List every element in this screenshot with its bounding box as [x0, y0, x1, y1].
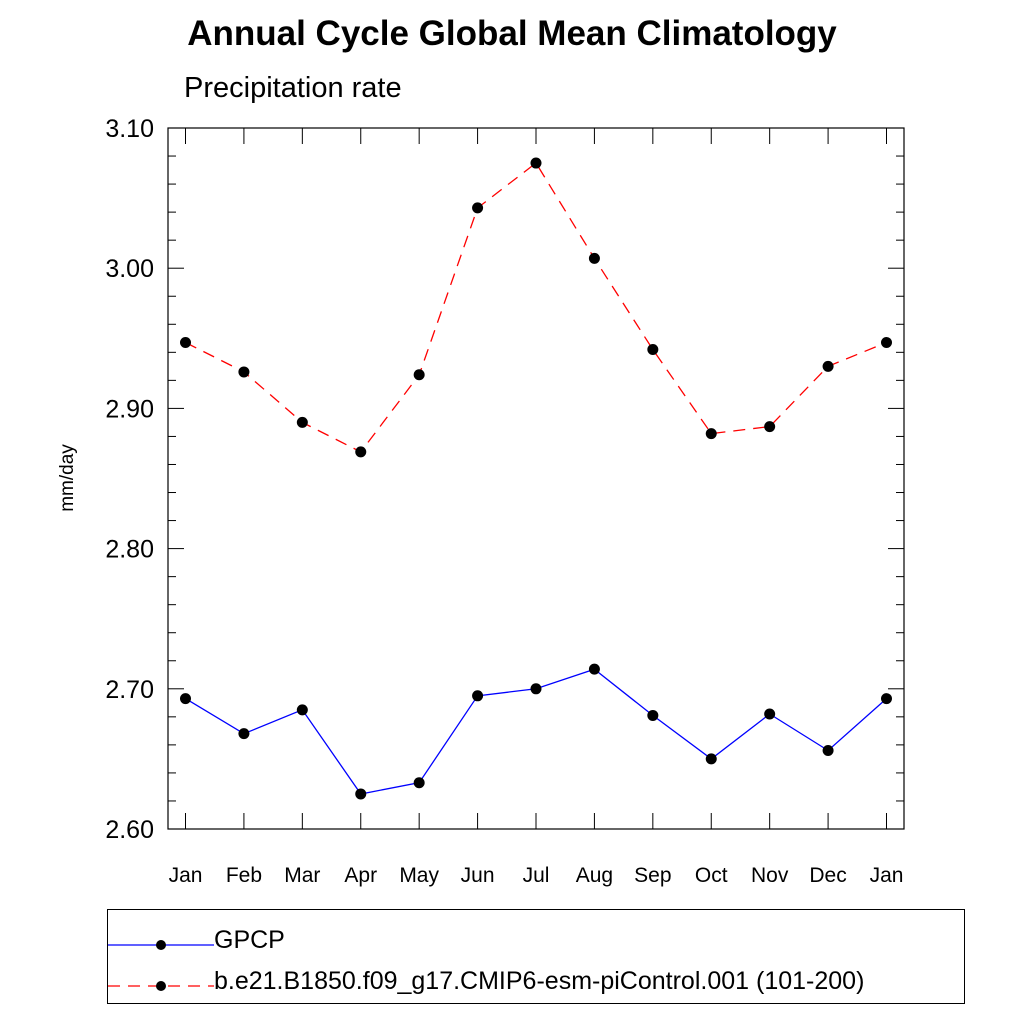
x-tick-label: Jan [870, 864, 904, 887]
data-point-model [647, 344, 659, 356]
y-tick-label: 2.80 [105, 536, 154, 564]
x-tick-label: Jul [523, 864, 550, 887]
y-tick-label: 2.60 [105, 816, 154, 844]
data-point-model [705, 428, 717, 440]
x-tick-label: Feb [226, 864, 262, 887]
data-point-model [472, 202, 484, 214]
x-tick-label: Jun [461, 864, 495, 887]
data-point-model [413, 369, 425, 381]
x-tick-label: Oct [695, 864, 728, 887]
data-point-model [881, 337, 892, 349]
x-tick-label: Dec [809, 864, 846, 887]
y-tick-label: 2.90 [105, 395, 154, 423]
data-point-gpcp [705, 753, 717, 765]
legend-label-gpcp: GPCP [214, 926, 285, 954]
data-point-model [355, 446, 367, 458]
legend-label-model: b.e21.B1850.f09_g17.CMIP6-esm-piControl.… [214, 967, 865, 995]
data-point-gpcp [180, 693, 191, 705]
data-point-model [822, 360, 834, 372]
x-tick-label: Mar [284, 864, 320, 887]
data-point-gpcp [472, 690, 484, 702]
x-tick-label: Sep [634, 864, 671, 887]
x-tick-label: Nov [751, 864, 789, 887]
x-tick-label: May [399, 864, 439, 887]
data-point-gpcp [822, 744, 834, 756]
data-point-gpcp [764, 708, 776, 720]
chart-title: Annual Cycle Global Mean Climatology [187, 14, 837, 53]
y-tick-label: 3.00 [105, 255, 154, 283]
data-point-gpcp [355, 788, 367, 800]
data-point-model [530, 157, 542, 169]
data-point-gpcp [881, 693, 892, 705]
data-point-model [296, 416, 308, 428]
y-tick-label: 2.70 [105, 676, 154, 704]
data-point-model [238, 366, 250, 378]
data-point-model [180, 337, 191, 349]
y-tick-label: 3.10 [105, 115, 154, 143]
data-point-model [764, 421, 776, 433]
x-tick-label: Apr [344, 864, 377, 887]
legend-item-model: b.e21.B1850.f09_g17.CMIP6-esm-piControl.… [108, 961, 964, 1001]
x-tick-label: Aug [576, 864, 613, 887]
data-point-gpcp [647, 709, 659, 721]
data-point-model [588, 252, 600, 264]
legend-item-gpcp: GPCP [108, 920, 964, 960]
data-point-gpcp [413, 777, 425, 789]
legend-swatch-model [108, 981, 214, 991]
data-point-gpcp [238, 728, 250, 740]
data-point-gpcp [588, 663, 600, 675]
series-line-model [185, 162, 887, 453]
legend-swatch-gpcp [108, 940, 214, 950]
data-point-gpcp [530, 683, 542, 695]
legend: GPCP b.e21.B1850.f09_g17.CMIP6-esm-piCon… [107, 909, 965, 1004]
chart-subtitle: Precipitation rate [184, 72, 402, 104]
data-point-gpcp [296, 704, 308, 716]
x-tick-label: Jan [169, 864, 203, 887]
plot-frame [167, 127, 905, 830]
